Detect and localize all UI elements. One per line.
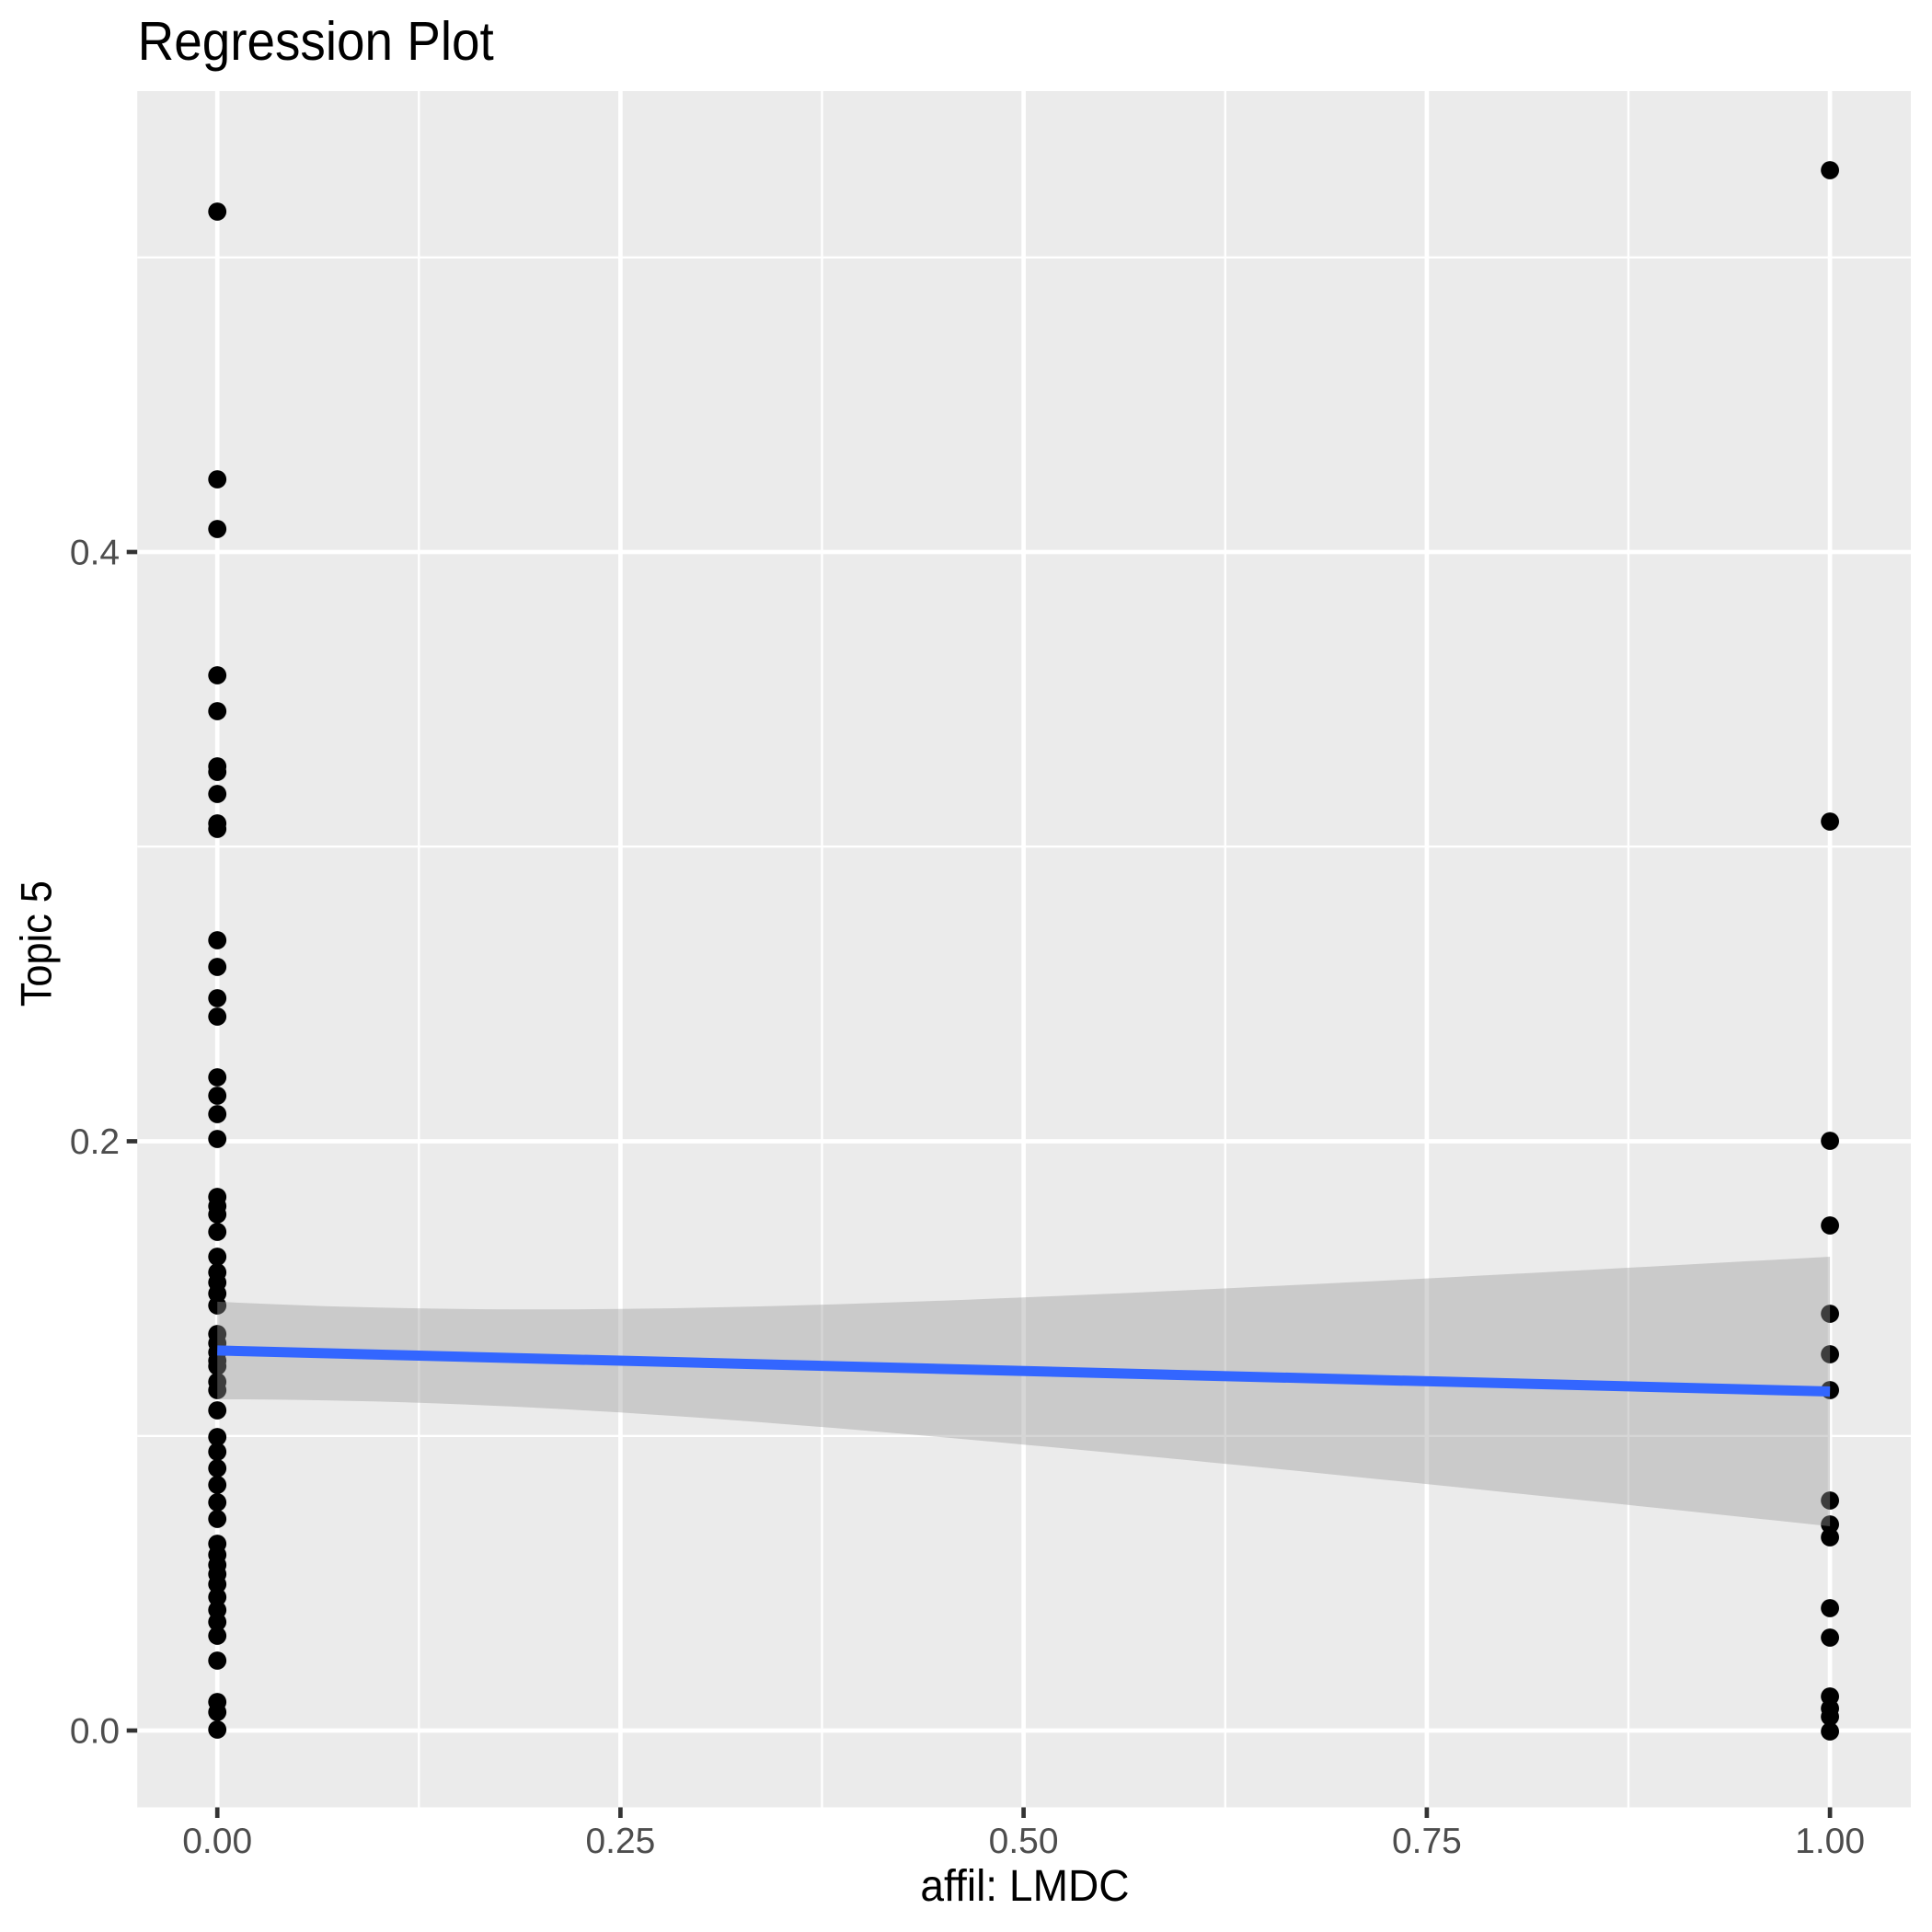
svg-text:0.75: 0.75 [1392, 1822, 1462, 1861]
svg-text:1.00: 1.00 [1795, 1822, 1865, 1861]
svg-text:0.00: 0.00 [182, 1822, 252, 1861]
svg-text:affil: LMDC: affil: LMDC [920, 1862, 1129, 1911]
svg-text:0.0: 0.0 [70, 1711, 120, 1751]
svg-text:0.50: 0.50 [989, 1822, 1059, 1861]
svg-text:0.2: 0.2 [70, 1122, 120, 1162]
svg-text:Regression Plot: Regression Plot [138, 10, 495, 72]
svg-text:0.4: 0.4 [70, 533, 120, 572]
svg-text:Topic 5: Topic 5 [13, 880, 62, 1006]
svg-text:0.25: 0.25 [585, 1822, 655, 1861]
